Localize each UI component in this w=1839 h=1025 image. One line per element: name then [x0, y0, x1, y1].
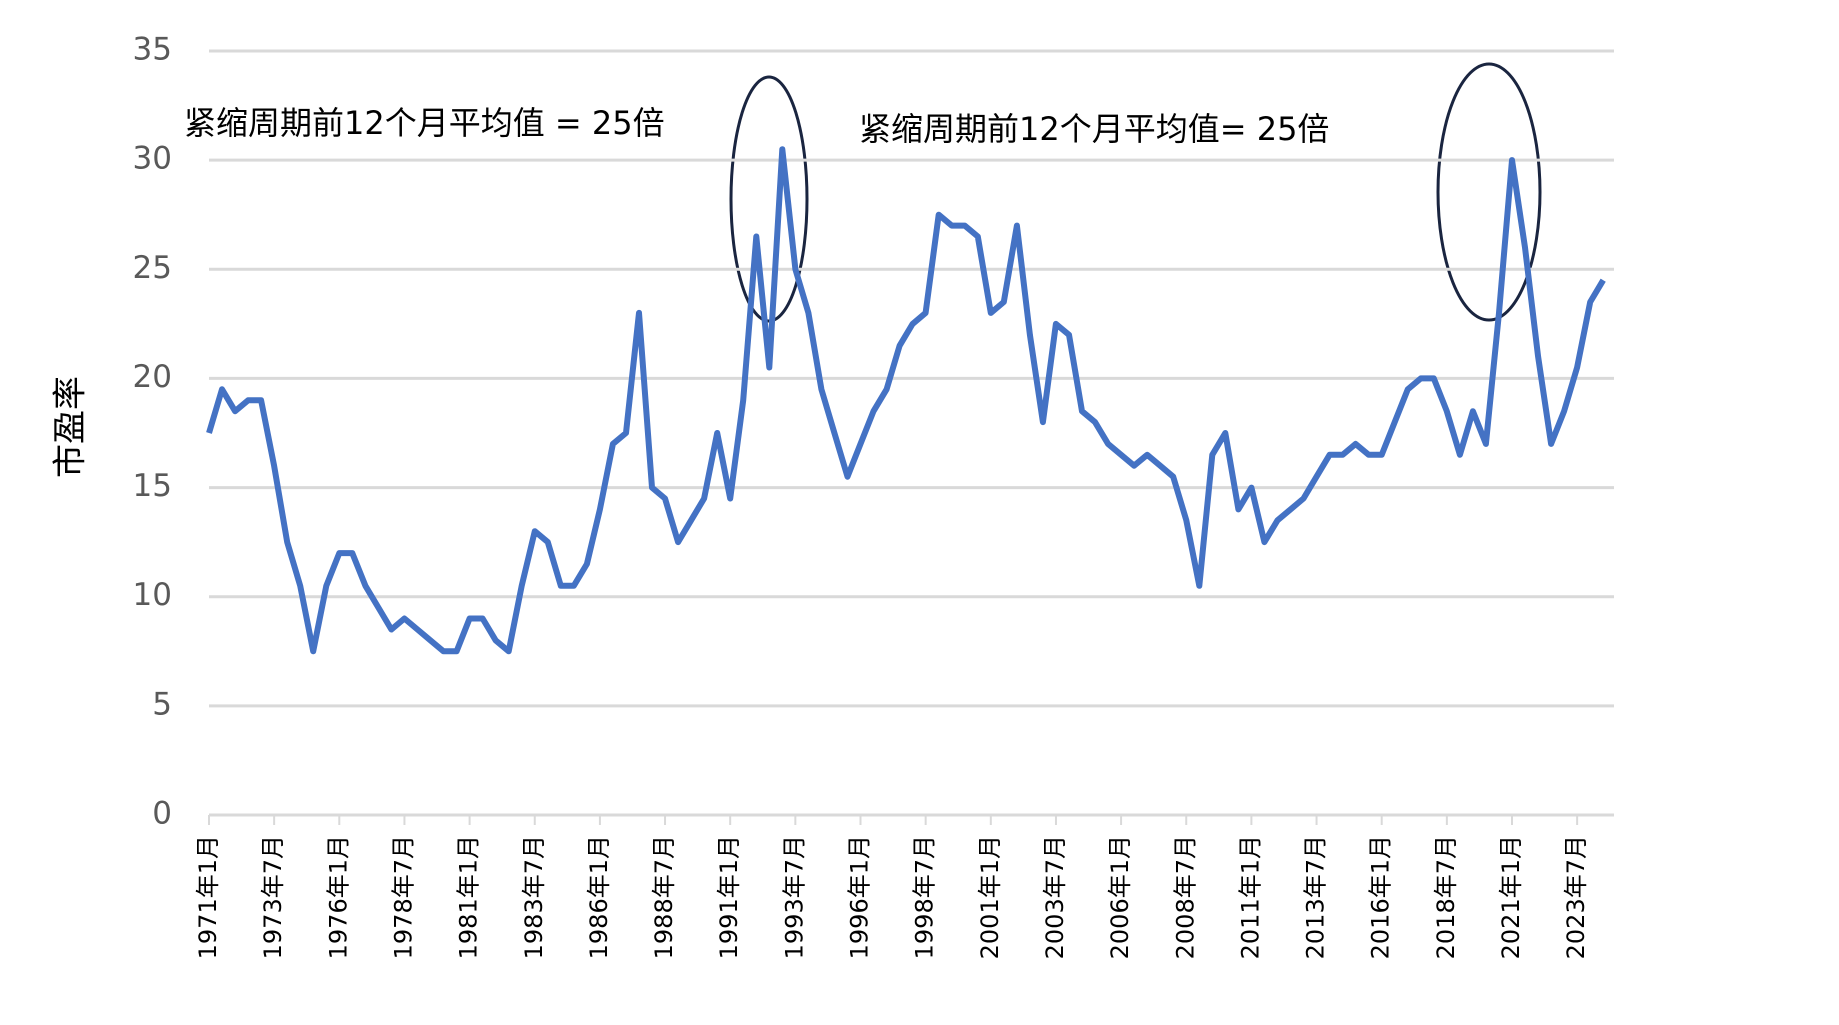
x-tick-label: 1988年7月: [650, 835, 678, 959]
x-tick-label: 2023年7月: [1562, 835, 1590, 959]
x-tick-label: 2016年1月: [1367, 835, 1395, 959]
y-tick-label: 10: [133, 577, 172, 613]
x-tick-label: 2001年1月: [976, 835, 1004, 959]
y-tick-label: 5: [152, 686, 172, 722]
x-tick-label: 2018年7月: [1432, 835, 1460, 959]
x-tick-label: 1981年1月: [455, 835, 483, 959]
x-tick-label: 1976年1月: [324, 835, 352, 959]
x-tick-label: 2008年7月: [1171, 835, 1199, 959]
y-tick-label: 20: [133, 359, 172, 395]
x-tick-label: 2013年7月: [1302, 835, 1330, 959]
y-tick-label: 35: [133, 32, 172, 68]
highlight-ellipse: [729, 75, 809, 323]
x-tick-label: 2021年1月: [1497, 835, 1525, 959]
x-tick-label: 1973年7月: [259, 835, 287, 959]
annotation: 紧缩周期前12个月平均值= 25倍: [859, 110, 1329, 148]
x-tick-label: 2003年7月: [1041, 835, 1069, 959]
line-series: [206, 146, 1606, 655]
x-tick-label: 1993年7月: [780, 835, 808, 959]
x-tick-label: 1978年7月: [389, 835, 417, 959]
highlight-ellipse: [1436, 62, 1542, 322]
y-tick-label: 25: [133, 250, 172, 286]
x-tick-label: 1971年1月: [194, 835, 222, 959]
x-tick-label: 1986年1月: [585, 835, 613, 959]
y-tick-label: 0: [152, 796, 172, 832]
x-tick-label: 1983年7月: [520, 835, 548, 959]
x-tick-label: 2006年1月: [1106, 835, 1134, 959]
x-tick-label: 1996年1月: [846, 835, 874, 959]
x-tick-label: 2011年1月: [1236, 835, 1264, 959]
y-tick-label: 15: [133, 468, 172, 504]
annotation: 紧缩周期前12个月平均值 = 25倍: [184, 104, 665, 142]
x-tick-label: 1991年1月: [715, 835, 743, 959]
x-tick-label: 1998年7月: [911, 835, 939, 959]
y-axis-label: 市盈率: [51, 376, 91, 478]
y-tick-label: 30: [133, 141, 172, 177]
